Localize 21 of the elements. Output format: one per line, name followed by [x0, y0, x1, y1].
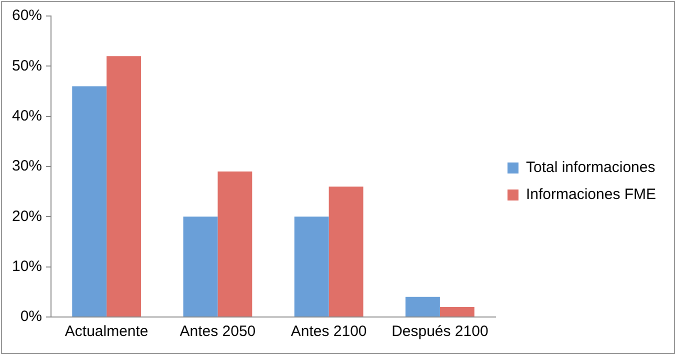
x-tick-label: Actualmente: [64, 323, 148, 340]
bar: [440, 306, 474, 316]
x-tick-label: Antes 2050: [180, 323, 256, 340]
x-tick-label: Antes 2100: [290, 323, 367, 340]
bar: [294, 216, 329, 316]
y-tick-label: 40%: [12, 107, 42, 124]
y-tick-label: 20%: [12, 208, 42, 225]
legend-label: Total informaciones: [526, 159, 656, 176]
bar: [183, 216, 218, 316]
bar: [106, 56, 142, 316]
bar: [72, 86, 107, 316]
bar: [218, 172, 252, 316]
y-tick-label: 10%: [12, 258, 42, 275]
bar: [405, 296, 440, 316]
x-tick-label: Después 2100: [392, 323, 488, 340]
bar: [328, 186, 364, 316]
y-tick-label: 60%: [12, 7, 42, 24]
legend-label: Informaciones FME: [526, 186, 656, 204]
y-tick-label: 50%: [12, 57, 42, 74]
y-tick-label: 30%: [12, 158, 42, 175]
y-tick-label: 0%: [20, 308, 42, 326]
